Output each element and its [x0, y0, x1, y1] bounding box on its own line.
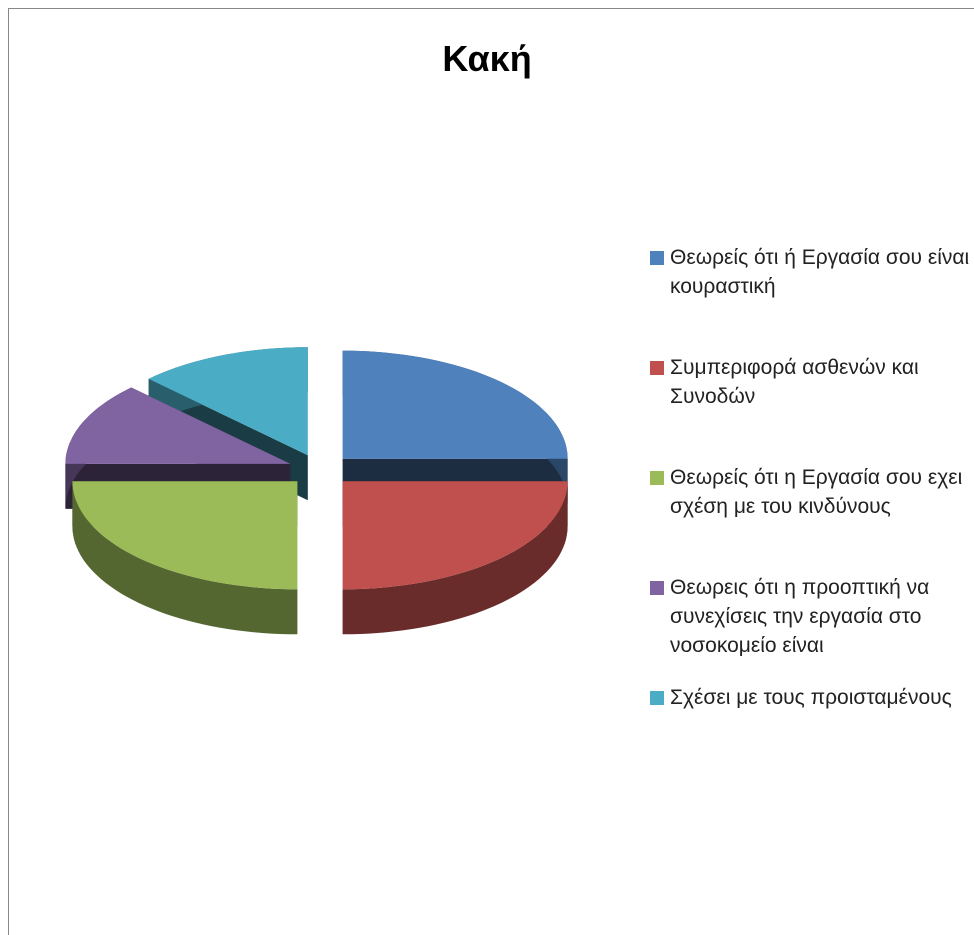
legend-item: Θεωρεις ότι η προοπτική να συνεχίσεις τη… [650, 573, 970, 683]
slice-rim [72, 481, 298, 635]
pie-slice [65, 387, 291, 464]
pie-slice [148, 347, 308, 456]
legend-swatch [650, 581, 664, 595]
legend-item: Σχέσει με τους προισταμένους [650, 683, 970, 793]
legend-item: Θεωρείς ότι ή Εργασία σου είναι κουραστι… [650, 243, 970, 353]
slice-rim [342, 481, 568, 635]
legend-item: Θεωρείς ότι η Εργασία σου εχει σχέση με … [650, 463, 970, 573]
pie-slice [342, 350, 568, 459]
legend-label: Θεωρείς ότι ή Εργασία σου είναι κουραστι… [670, 246, 970, 298]
chart-title: Κακή [442, 38, 532, 79]
legend-swatch [650, 361, 664, 375]
pie-slice [342, 481, 568, 590]
pie-slice [72, 481, 298, 590]
legend-swatch [650, 691, 664, 705]
legend-label: Θεωρεις ότι η προοπτική να συνεχίσεις τη… [670, 576, 930, 657]
legend-label: Σχέσει με τους προισταμένους [670, 686, 952, 709]
legend-label: Θεωρείς ότι η Εργασία σου εχει σχέση με … [670, 466, 963, 518]
legend-item: Συμπεριφορά ασθενών και Συνοδών [650, 353, 970, 463]
legend-label: Συμπεριφορά ασθενών και Συνοδών [670, 356, 919, 408]
legend-swatch [650, 251, 664, 265]
legend-swatch [650, 471, 664, 485]
legend: Θεωρείς ότι ή Εργασία σου είναι κουραστι… [650, 243, 970, 793]
chart-frame [8, 8, 974, 935]
